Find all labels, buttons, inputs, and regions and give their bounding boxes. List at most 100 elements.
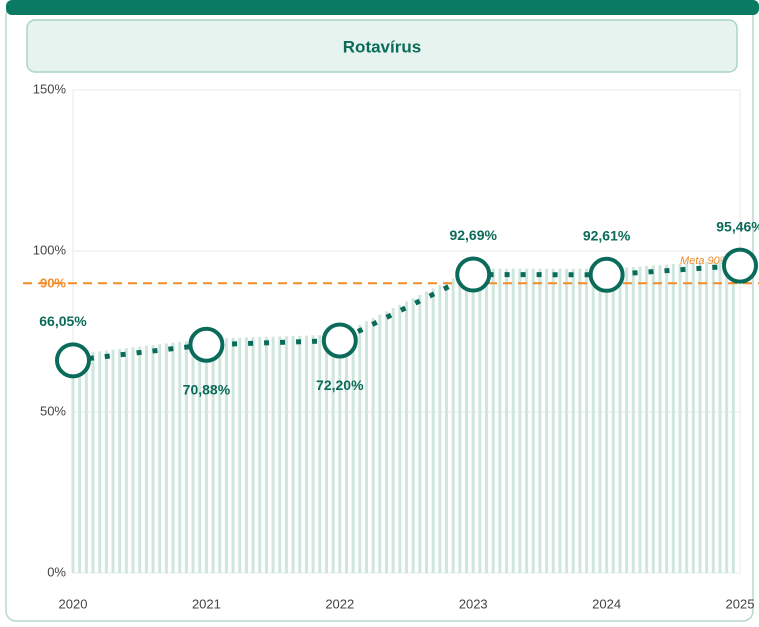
background-bar (264, 336, 268, 573)
background-bar (471, 268, 475, 573)
background-bar (191, 340, 195, 573)
x-tick-label: 2025 (726, 596, 755, 611)
background-bar (405, 301, 408, 573)
background-bar (164, 343, 168, 573)
background-bar (558, 268, 562, 573)
background-bar (445, 281, 449, 573)
background-bar (485, 268, 489, 573)
background-bar (598, 268, 602, 573)
background-bar (291, 336, 295, 573)
background-bar (591, 268, 595, 573)
background-bar (238, 337, 242, 573)
target-annotation: Meta 90% (680, 255, 730, 267)
x-tick-label: 2020 (59, 596, 88, 611)
y-tick-label: 50% (40, 403, 66, 418)
background-bar (698, 262, 702, 573)
background-bar (411, 298, 415, 573)
background-bar (491, 268, 495, 573)
background-bar (431, 288, 435, 573)
background-bar (358, 324, 362, 573)
background-bar (204, 338, 208, 573)
background-bar (498, 268, 502, 573)
background-bar (144, 345, 148, 573)
data-label: 72,20% (316, 377, 364, 393)
background-bar (545, 268, 549, 573)
data-label: 70,88% (183, 381, 231, 397)
background-bar (158, 344, 162, 573)
background-bar (465, 271, 469, 573)
background-bar (391, 308, 395, 573)
background-bar (538, 268, 542, 573)
background-bar (244, 337, 248, 573)
background-bar (518, 268, 522, 573)
background-bar (685, 263, 689, 573)
background-bar (551, 268, 555, 573)
x-tick-label: 2023 (459, 596, 488, 611)
background-bar (378, 314, 382, 573)
background-bar (645, 266, 649, 573)
background-bar (618, 267, 622, 573)
background-bar (138, 346, 142, 573)
y-tick-label: 0% (47, 564, 66, 579)
point-marker (455, 256, 492, 293)
data-label: 66,05% (39, 313, 87, 329)
background-bar (438, 285, 442, 573)
background-bar (638, 266, 642, 573)
background-bar (311, 335, 315, 573)
background-bar (511, 268, 515, 573)
point-marker (588, 256, 625, 293)
background-bar (725, 260, 729, 573)
background-bar (585, 268, 589, 573)
background-bar (271, 336, 275, 573)
background-bar (251, 337, 255, 573)
background-bar (398, 304, 402, 573)
background-bar (184, 341, 188, 573)
background-bar (118, 348, 122, 573)
background-bar (224, 338, 228, 573)
card-header-bar (6, 0, 759, 15)
background-bar (691, 262, 695, 573)
background-bar (371, 318, 375, 573)
background-bar (478, 268, 482, 573)
chart-title: Rotavírus (343, 37, 421, 56)
background-bar (458, 275, 462, 573)
background-bar (425, 291, 429, 573)
background-bar (338, 334, 342, 573)
background-bar (278, 336, 282, 573)
background-bar (211, 338, 215, 573)
background-bar (131, 347, 135, 573)
background-bar (324, 334, 328, 573)
background-bar (104, 350, 108, 573)
background-bar (198, 339, 202, 573)
y-tick-label: 150% (33, 81, 67, 96)
title-box (26, 19, 738, 73)
background-bar (418, 294, 422, 573)
background-bar (605, 268, 609, 573)
point-marker (55, 342, 91, 379)
target-label: 90% (40, 276, 66, 291)
background-bar (384, 311, 388, 573)
background-bar (84, 352, 88, 573)
background-bar (571, 268, 575, 573)
background-bar (671, 264, 675, 573)
background-bar (718, 260, 722, 573)
background-bar (705, 261, 709, 573)
background-bar (71, 354, 75, 573)
background-bar (171, 342, 175, 573)
background-bar (651, 265, 655, 573)
data-label: 92,69% (449, 227, 497, 243)
background-bar (565, 268, 569, 573)
data-label: 92,61% (583, 227, 631, 243)
background-bar (258, 337, 262, 573)
background-bar (344, 331, 348, 573)
data-label: 95,46% (716, 218, 759, 234)
x-tick-label: 2021 (192, 596, 221, 611)
background-bar (451, 278, 455, 573)
background-bar (578, 268, 582, 573)
background-bar (611, 268, 615, 573)
background-bar (678, 263, 682, 573)
x-tick-label: 2022 (325, 596, 354, 611)
y-tick-label: 100% (33, 242, 67, 257)
background-bar (124, 348, 128, 573)
